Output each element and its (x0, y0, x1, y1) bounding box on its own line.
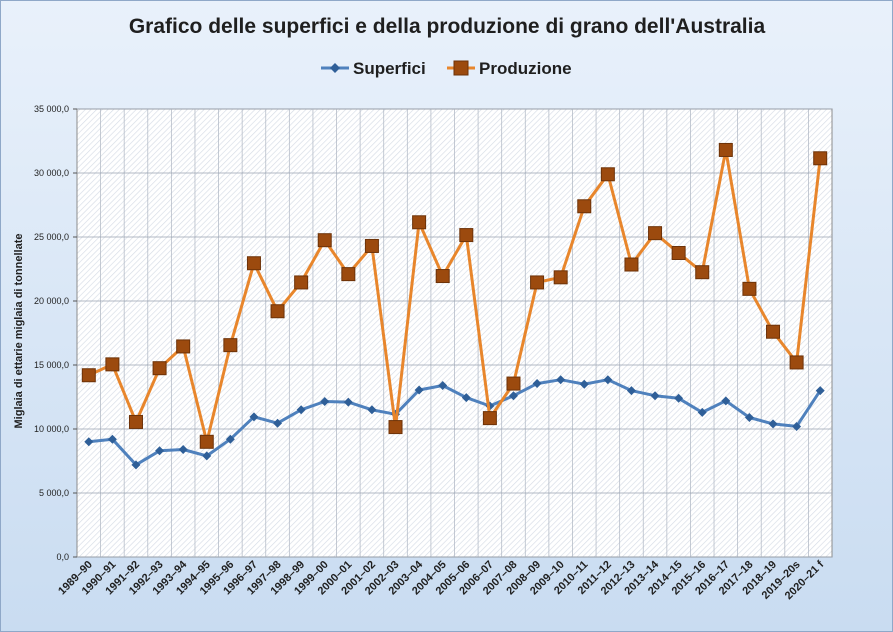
y-tick-label: 10 000,0 (34, 424, 69, 434)
data-point-produzione (530, 275, 545, 290)
data-point-produzione (482, 411, 497, 426)
data-point-produzione (813, 151, 828, 166)
data-point-superfici (225, 434, 235, 444)
data-point-superfici (155, 446, 165, 456)
data-point-superfici (273, 418, 283, 428)
data-point-superfici (792, 421, 802, 431)
data-point-superfici (768, 419, 778, 429)
data-point-produzione (553, 270, 568, 285)
data-point-superfici (697, 407, 707, 417)
data-point-superfici (131, 460, 141, 470)
data-point-superfici (202, 451, 212, 461)
legend-marker-superfici (330, 63, 340, 73)
data-point-superfici (603, 375, 613, 385)
data-point-superfici (744, 412, 754, 422)
y-tick-label: 20 000,0 (34, 296, 69, 306)
data-point-superfici (461, 393, 471, 403)
data-point-superfici (721, 396, 731, 406)
y-tick-label: 30 000,0 (34, 168, 69, 178)
y-tick-label: 0,0 (56, 552, 69, 562)
data-point-produzione (128, 414, 143, 429)
data-point-superfici (107, 434, 117, 444)
series-produzione (81, 142, 828, 449)
data-point-superfici (579, 379, 589, 389)
data-point-superfici (674, 393, 684, 403)
y-axis-label: Miglaia di ettarie miglaia di tonnellate (13, 234, 25, 429)
data-point-produzione (789, 355, 804, 370)
data-point-produzione (364, 238, 379, 253)
data-point-superfici (532, 379, 542, 389)
data-point-superfici (343, 397, 353, 407)
data-point-superfici (296, 405, 306, 415)
y-tick-label: 25 000,0 (34, 232, 69, 242)
data-point-produzione (624, 257, 639, 272)
data-point-produzione (294, 275, 309, 290)
data-point-produzione (671, 246, 686, 260)
data-point-superfici (626, 386, 636, 396)
data-point-produzione (766, 324, 781, 339)
chart-title: Grafico delle superfici e della produzio… (129, 15, 766, 38)
data-point-produzione (600, 167, 615, 182)
legend-item-produzione: Produzione (447, 59, 572, 78)
data-point-produzione (223, 338, 238, 353)
data-point-produzione (718, 142, 733, 157)
data-point-superfici (650, 391, 660, 401)
data-point-superfici (556, 375, 566, 385)
series-superfici (84, 375, 825, 470)
data-point-superfici (414, 385, 424, 395)
data-point-produzione (695, 265, 710, 280)
data-point-produzione (412, 215, 427, 230)
y-tick-label: 35 000,0 (34, 104, 69, 114)
legend: Superfici Produzione (321, 59, 572, 78)
data-point-superfici (815, 386, 825, 396)
data-point-superfici (508, 391, 518, 401)
data-point-produzione (246, 256, 261, 271)
data-point-superfici (367, 405, 377, 415)
legend-marker-produzione (453, 60, 469, 76)
data-point-produzione (648, 226, 663, 241)
legend-label-superfici: Superfici (353, 59, 426, 78)
data-point-produzione (81, 368, 96, 383)
data-point-superfici (320, 396, 330, 406)
data-point-produzione (341, 267, 356, 282)
data-point-produzione (742, 281, 757, 296)
y-tick-label: 15 000,0 (34, 360, 69, 370)
data-point-produzione (506, 376, 521, 391)
data-point-produzione (459, 228, 474, 243)
data-point-produzione (317, 233, 332, 248)
y-tick-label: 5 000,0 (39, 488, 69, 498)
legend-label-produzione: Produzione (479, 59, 572, 78)
data-point-produzione (577, 199, 592, 214)
series-layer (81, 142, 828, 470)
legend-item-superfici: Superfici (321, 59, 426, 78)
data-point-produzione (270, 304, 285, 319)
data-point-superfici (178, 444, 188, 454)
data-point-produzione (105, 357, 120, 372)
series-line-superfici (88, 378, 822, 467)
data-point-produzione (199, 434, 214, 449)
data-point-produzione (176, 339, 191, 354)
data-point-superfici (438, 380, 448, 390)
data-point-produzione (152, 361, 167, 376)
x-axis: 1989–901990–911991–921992–931993–941994–… (56, 558, 826, 602)
data-point-superfici (84, 437, 94, 447)
data-point-produzione (435, 269, 450, 284)
y-axis: 0,0 5 000,0 10 000,0 15 000,0 20 000,0 25 000… (34, 104, 77, 562)
data-point-superfici (249, 412, 259, 422)
data-point-produzione (388, 420, 403, 435)
